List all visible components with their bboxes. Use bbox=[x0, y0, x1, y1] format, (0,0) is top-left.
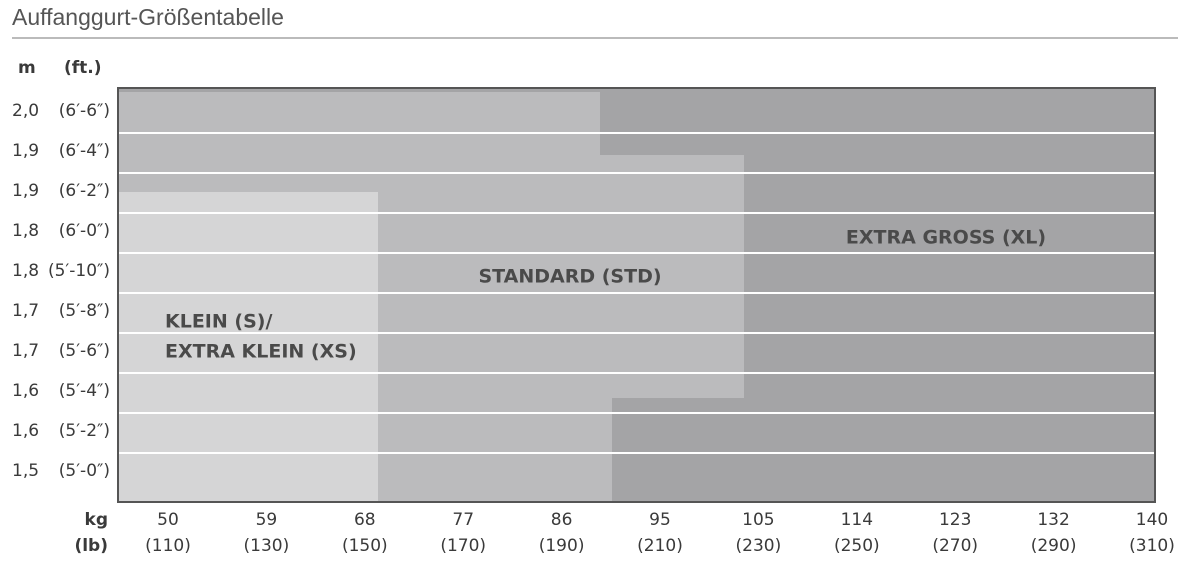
row-ft-label: (5′-8″) bbox=[59, 301, 110, 321]
kg-label: kg bbox=[85, 510, 108, 530]
row-m-label: 1,7 bbox=[12, 301, 39, 321]
row-ft-label: (6′-0″) bbox=[59, 221, 110, 241]
xs-region bbox=[118, 192, 378, 502]
lb-label: (lb) bbox=[74, 536, 108, 556]
col-kg-label: 77 bbox=[452, 510, 474, 530]
row-ft-label: (5′-2″) bbox=[59, 421, 110, 441]
ft-header: (ft.) bbox=[64, 58, 102, 78]
xs-label: EXTRA KLEIN (XS) bbox=[165, 341, 357, 363]
col-lb-label: (130) bbox=[244, 536, 290, 556]
row-m-label: 1,9 bbox=[12, 141, 39, 161]
row-ft-label: (6′-6″) bbox=[59, 101, 110, 121]
col-lb-label: (210) bbox=[637, 536, 683, 556]
row-m-label: 1,8 bbox=[12, 221, 39, 241]
row-ft-label: (5′-6″) bbox=[59, 341, 110, 361]
col-kg-label: 86 bbox=[551, 510, 573, 530]
col-kg-label: 114 bbox=[841, 510, 873, 530]
col-lb-label: (270) bbox=[932, 536, 978, 556]
col-lb-label: (290) bbox=[1031, 536, 1077, 556]
col-kg-label: 132 bbox=[1037, 510, 1069, 530]
col-kg-label: 123 bbox=[939, 510, 971, 530]
row-m-label: 1,8 bbox=[12, 261, 39, 281]
row-ft-label: (5′-0″) bbox=[59, 461, 110, 481]
col-kg-label: 95 bbox=[649, 510, 671, 530]
row-m-label: 1,9 bbox=[12, 181, 39, 201]
row-m-label: 2,0 bbox=[12, 101, 39, 121]
col-lb-label: (150) bbox=[342, 536, 388, 556]
chart-border bbox=[117, 87, 1156, 503]
std-label: STANDARD (STD) bbox=[478, 266, 661, 288]
col-lb-label: (250) bbox=[834, 536, 880, 556]
col-kg-label: 68 bbox=[354, 510, 376, 530]
col-lb-label: (310) bbox=[1129, 536, 1175, 556]
col-kg-label: 50 bbox=[157, 510, 179, 530]
m-header: m bbox=[18, 58, 36, 78]
col-kg-label: 105 bbox=[742, 510, 774, 530]
col-lb-label: (170) bbox=[440, 536, 486, 556]
col-kg-label: 140 bbox=[1136, 510, 1168, 530]
col-lb-label: (190) bbox=[539, 536, 585, 556]
row-ft-label: (6′-2″) bbox=[59, 181, 110, 201]
xl-label: EXTRA GROSS (XL) bbox=[846, 227, 1046, 249]
row-m-label: 1,5 bbox=[12, 461, 39, 481]
row-ft-label: (5′-4″) bbox=[59, 381, 110, 401]
title: Auffanggurt-Größentabelle bbox=[12, 4, 284, 30]
xs-label: KLEIN (S)/ bbox=[165, 311, 272, 333]
row-m-label: 1,6 bbox=[12, 421, 39, 441]
row-ft-label: (5′-10″) bbox=[48, 261, 110, 281]
col-lb-label: (230) bbox=[736, 536, 782, 556]
row-m-label: 1,7 bbox=[12, 341, 39, 361]
col-kg-label: 59 bbox=[256, 510, 278, 530]
row-m-label: 1,6 bbox=[12, 381, 39, 401]
row-ft-label: (6′-4″) bbox=[59, 141, 110, 161]
col-lb-label: (110) bbox=[145, 536, 191, 556]
